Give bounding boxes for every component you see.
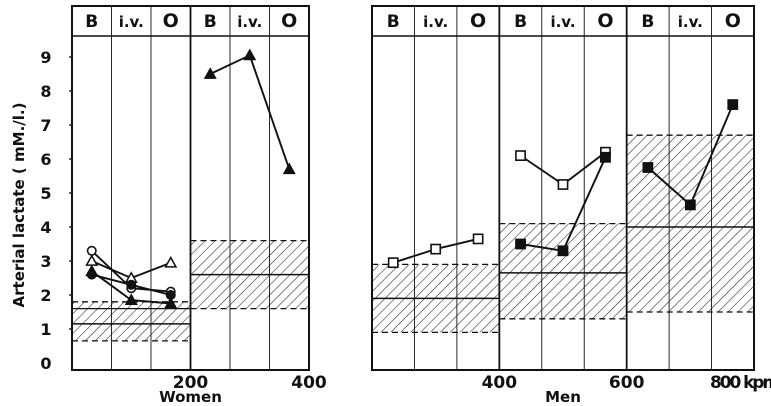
filled-triangle-marker <box>243 48 257 61</box>
column-header: B <box>641 12 654 32</box>
column-header: B <box>204 12 217 32</box>
open-square-marker <box>387 257 399 269</box>
series-filled-square <box>642 99 739 211</box>
panel-frame <box>371 5 755 371</box>
column-header: O <box>281 10 297 32</box>
series-connector <box>209 54 251 75</box>
reference-band <box>626 135 754 312</box>
y-tick-label: 7 <box>40 116 51 135</box>
series-filled-triangle <box>203 48 296 175</box>
open-square-marker <box>515 150 526 161</box>
y-tick-label: 5 <box>40 184 51 203</box>
series-filled-square <box>515 151 611 257</box>
series-filled-triangle <box>85 264 178 309</box>
y-tick-label: 9 <box>40 48 51 67</box>
y-axis-label: Arterial lactate ( mM./l.) <box>10 103 28 308</box>
filled-square-marker <box>727 99 739 110</box>
column-header: B <box>85 12 98 32</box>
series-connector <box>562 151 607 186</box>
series-connector <box>689 104 734 206</box>
series-connector <box>131 299 171 305</box>
x-axis-label: Men <box>545 388 581 406</box>
reference-band <box>499 223 627 319</box>
series-connector <box>131 283 171 296</box>
filled-square-marker <box>684 199 696 211</box>
filled-triangle-marker <box>164 296 178 309</box>
open-circle-marker <box>86 245 97 256</box>
x-tick-label: 400 <box>482 373 518 393</box>
series-connector <box>647 166 691 206</box>
x-tick-label: 800 kpm/min. <box>710 373 771 393</box>
x-tick-label: 400 <box>291 373 327 393</box>
column-header: B <box>387 12 400 32</box>
column-header: O <box>470 10 486 32</box>
filled-triangle-marker <box>282 162 296 175</box>
y-tick-label: 1 <box>40 320 51 339</box>
column-header: B <box>514 12 527 32</box>
series-open-square <box>515 146 611 190</box>
column-header: O <box>725 10 741 32</box>
filled-triangle-marker <box>124 293 138 306</box>
y-tick-label: 0 <box>40 354 51 373</box>
series-connector <box>435 237 479 251</box>
filled-square-marker <box>642 162 654 173</box>
series-connector <box>130 261 172 279</box>
x-tick-label: 200 <box>173 373 209 393</box>
series-connector <box>91 260 132 279</box>
column-header: i.v. <box>423 13 448 31</box>
open-square-marker <box>430 243 442 255</box>
series-open-square <box>387 233 484 269</box>
series-connector <box>392 248 436 264</box>
series-connector <box>248 54 291 170</box>
column-header: O <box>597 10 613 32</box>
open-triangle-marker <box>164 255 178 268</box>
filled-triangle-marker <box>203 67 217 79</box>
open-square-marker <box>472 233 484 245</box>
column-header: i.v. <box>237 13 262 31</box>
x-tick-label: 600 <box>609 373 645 393</box>
open-triangle-marker <box>85 254 99 266</box>
column-header: i.v. <box>119 13 144 31</box>
filled-circle-marker <box>126 279 137 290</box>
y-tick-label: 8 <box>40 82 51 101</box>
panel-frame <box>71 5 310 371</box>
series-connector <box>520 154 564 186</box>
column-header: i.v. <box>678 13 703 31</box>
y-tick-label: 3 <box>40 252 51 271</box>
open-square-marker <box>557 179 569 190</box>
filled-square-marker <box>557 245 569 257</box>
column-header: i.v. <box>550 13 575 31</box>
y-tick-label: 2 <box>40 286 51 305</box>
series-connector <box>520 243 564 252</box>
filled-square-marker <box>600 151 611 163</box>
panel-men: Bi.v. O Bi.v. O Bi.v. O 400 600 800 kpm/min. Men <box>371 5 771 406</box>
y-tick-label: 6 <box>40 150 51 169</box>
y-tick-label: 4 <box>40 218 51 237</box>
filled-triangle-marker <box>85 264 99 277</box>
filled-square-marker <box>515 238 526 250</box>
column-header: O <box>163 10 179 32</box>
x-axis-label: Women <box>159 388 222 406</box>
series-connector <box>562 156 607 252</box>
series-connector <box>91 270 132 301</box>
